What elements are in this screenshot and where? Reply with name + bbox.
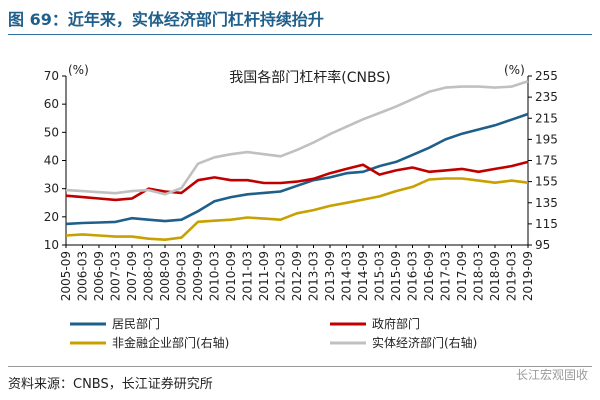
right-tick-label: 235 — [535, 90, 558, 104]
legend-label-1: 政府部门 — [372, 316, 420, 331]
x-tick-label: 2012-09 — [290, 251, 304, 301]
x-tick-label: 2008-03 — [142, 251, 156, 301]
right-tick-label: 95 — [535, 238, 550, 252]
x-tick-label: 2013-09 — [323, 251, 337, 301]
watermark: 长江宏观固收 — [515, 368, 588, 382]
x-tick-label: 2007-09 — [125, 251, 139, 301]
legend-label-3: 实体经济部门(右轴) — [372, 335, 477, 350]
x-tick-label: 2010-09 — [224, 251, 238, 301]
right-tick-label: 175 — [535, 154, 558, 168]
x-tick-label: 2006-09 — [92, 251, 106, 301]
x-tick-label: 2017-03 — [439, 251, 453, 301]
x-tick-label: 2014-09 — [356, 251, 370, 301]
x-tick-label: 2017-09 — [455, 251, 469, 301]
x-tick-label: 2011-09 — [257, 251, 271, 301]
right-tick-label: 255 — [535, 69, 558, 83]
left-tick-label: 40 — [44, 154, 59, 168]
x-tick-label: 2005-09 — [59, 251, 73, 301]
left-tick-label: 60 — [44, 97, 59, 111]
source-note: 资料来源：CNBS，长江证券研究所 — [8, 377, 213, 392]
x-tick-label: 2010-03 — [208, 251, 222, 301]
x-tick-label: 2019-03 — [505, 251, 519, 301]
left-tick-label: 30 — [44, 182, 59, 196]
series-line-3 — [65, 80, 529, 196]
left-axis-unit: (%) — [68, 63, 89, 77]
x-tick-label: 2012-03 — [274, 251, 288, 301]
x-tick-label: 2009-09 — [191, 251, 205, 301]
figure-title: 图 69：近年来，实体经济部门杠杆持续抬升 — [8, 10, 324, 29]
right-tick-label: 135 — [535, 196, 558, 210]
axes-layer: 10 20 30 40 50 60 70 95 115 135 155 175 195 215 235 255… — [44, 69, 558, 301]
left-tick-label: 10 — [44, 238, 59, 252]
x-tick-label: 2015-03 — [373, 251, 387, 301]
x-tick-label: 2018-09 — [488, 251, 502, 301]
bottom-rule — [8, 366, 592, 367]
right-axis-unit: (%) — [504, 63, 525, 77]
x-tick-label: 2008-09 — [158, 251, 172, 301]
left-tick-label: 70 — [44, 69, 59, 83]
x-tick-label: 2009-03 — [175, 251, 189, 301]
x-tick-label: 2006-03 — [76, 251, 90, 301]
legend-label-0: 居民部门 — [112, 316, 160, 331]
series-layer — [65, 80, 529, 241]
x-tick-label: 2019-09 — [521, 251, 535, 301]
legend-label-2: 非金融企业部门(右轴) — [112, 335, 229, 350]
x-tick-label: 2016-03 — [406, 251, 420, 301]
chart-title: 我国各部门杠杆率(CNBS) — [229, 69, 390, 86]
right-tick-label: 215 — [535, 111, 558, 125]
left-tick-label: 50 — [44, 125, 59, 139]
x-tick-label: 2014-03 — [340, 251, 354, 301]
series-line-0 — [65, 112, 529, 226]
left-tick-label: 20 — [44, 210, 59, 224]
x-tick-label: 2013-03 — [307, 251, 321, 301]
x-tick-label: 2016-09 — [422, 251, 436, 301]
x-tick-label: 2015-09 — [389, 251, 403, 301]
title-rule — [8, 34, 592, 35]
right-tick-label: 115 — [535, 217, 558, 231]
x-tick-label: 2018-03 — [472, 251, 486, 301]
x-tick-label: 2007-03 — [109, 251, 123, 301]
series-line-1 — [65, 160, 529, 202]
series-line-2 — [65, 177, 529, 241]
right-tick-label: 195 — [535, 132, 558, 146]
right-tick-label: 155 — [535, 175, 558, 189]
x-tick-label: 2011-03 — [241, 251, 255, 301]
